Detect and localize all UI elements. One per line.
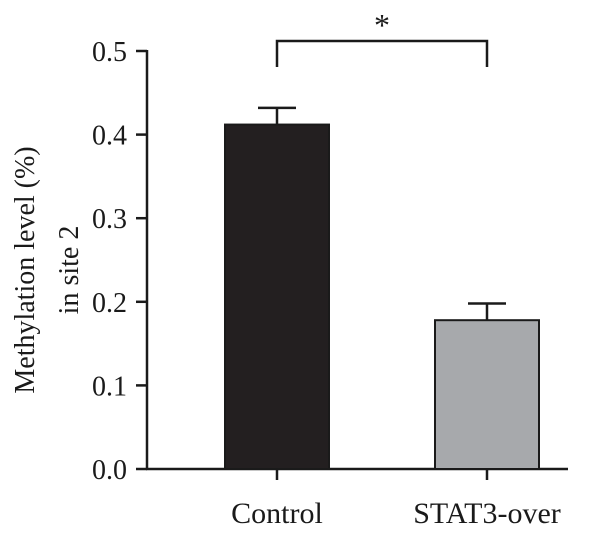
y-axis-title-line2: in site 2 [54, 226, 85, 315]
bar-stat3-over [434, 319, 540, 470]
y-tick-label: 0.2 [92, 288, 127, 319]
x-tick-label: STAT3-over [413, 497, 561, 530]
bar-control [224, 123, 330, 471]
y-tick-label: 0.3 [92, 204, 127, 235]
x-ticks: Control STAT3-over [231, 469, 561, 530]
y-axis-title: Methylation level (%) in site 2 [10, 146, 85, 393]
y-axis-title-line1: Methylation level (%) [10, 146, 41, 393]
y-tick-label: 0.1 [92, 371, 127, 402]
significance-star: * [374, 7, 390, 43]
significance-bracket-line [275, 39, 489, 67]
y-tick-label: 0.0 [92, 455, 127, 486]
x-tick-label: Control [231, 497, 323, 530]
y-tick-label: 0.4 [92, 121, 127, 152]
significance-bracket: * [275, 7, 489, 67]
y-ticks: 0.0 0.1 0.2 0.3 0.4 0.5 [92, 37, 147, 486]
bars [224, 106, 540, 471]
y-tick-label: 0.5 [92, 37, 127, 68]
